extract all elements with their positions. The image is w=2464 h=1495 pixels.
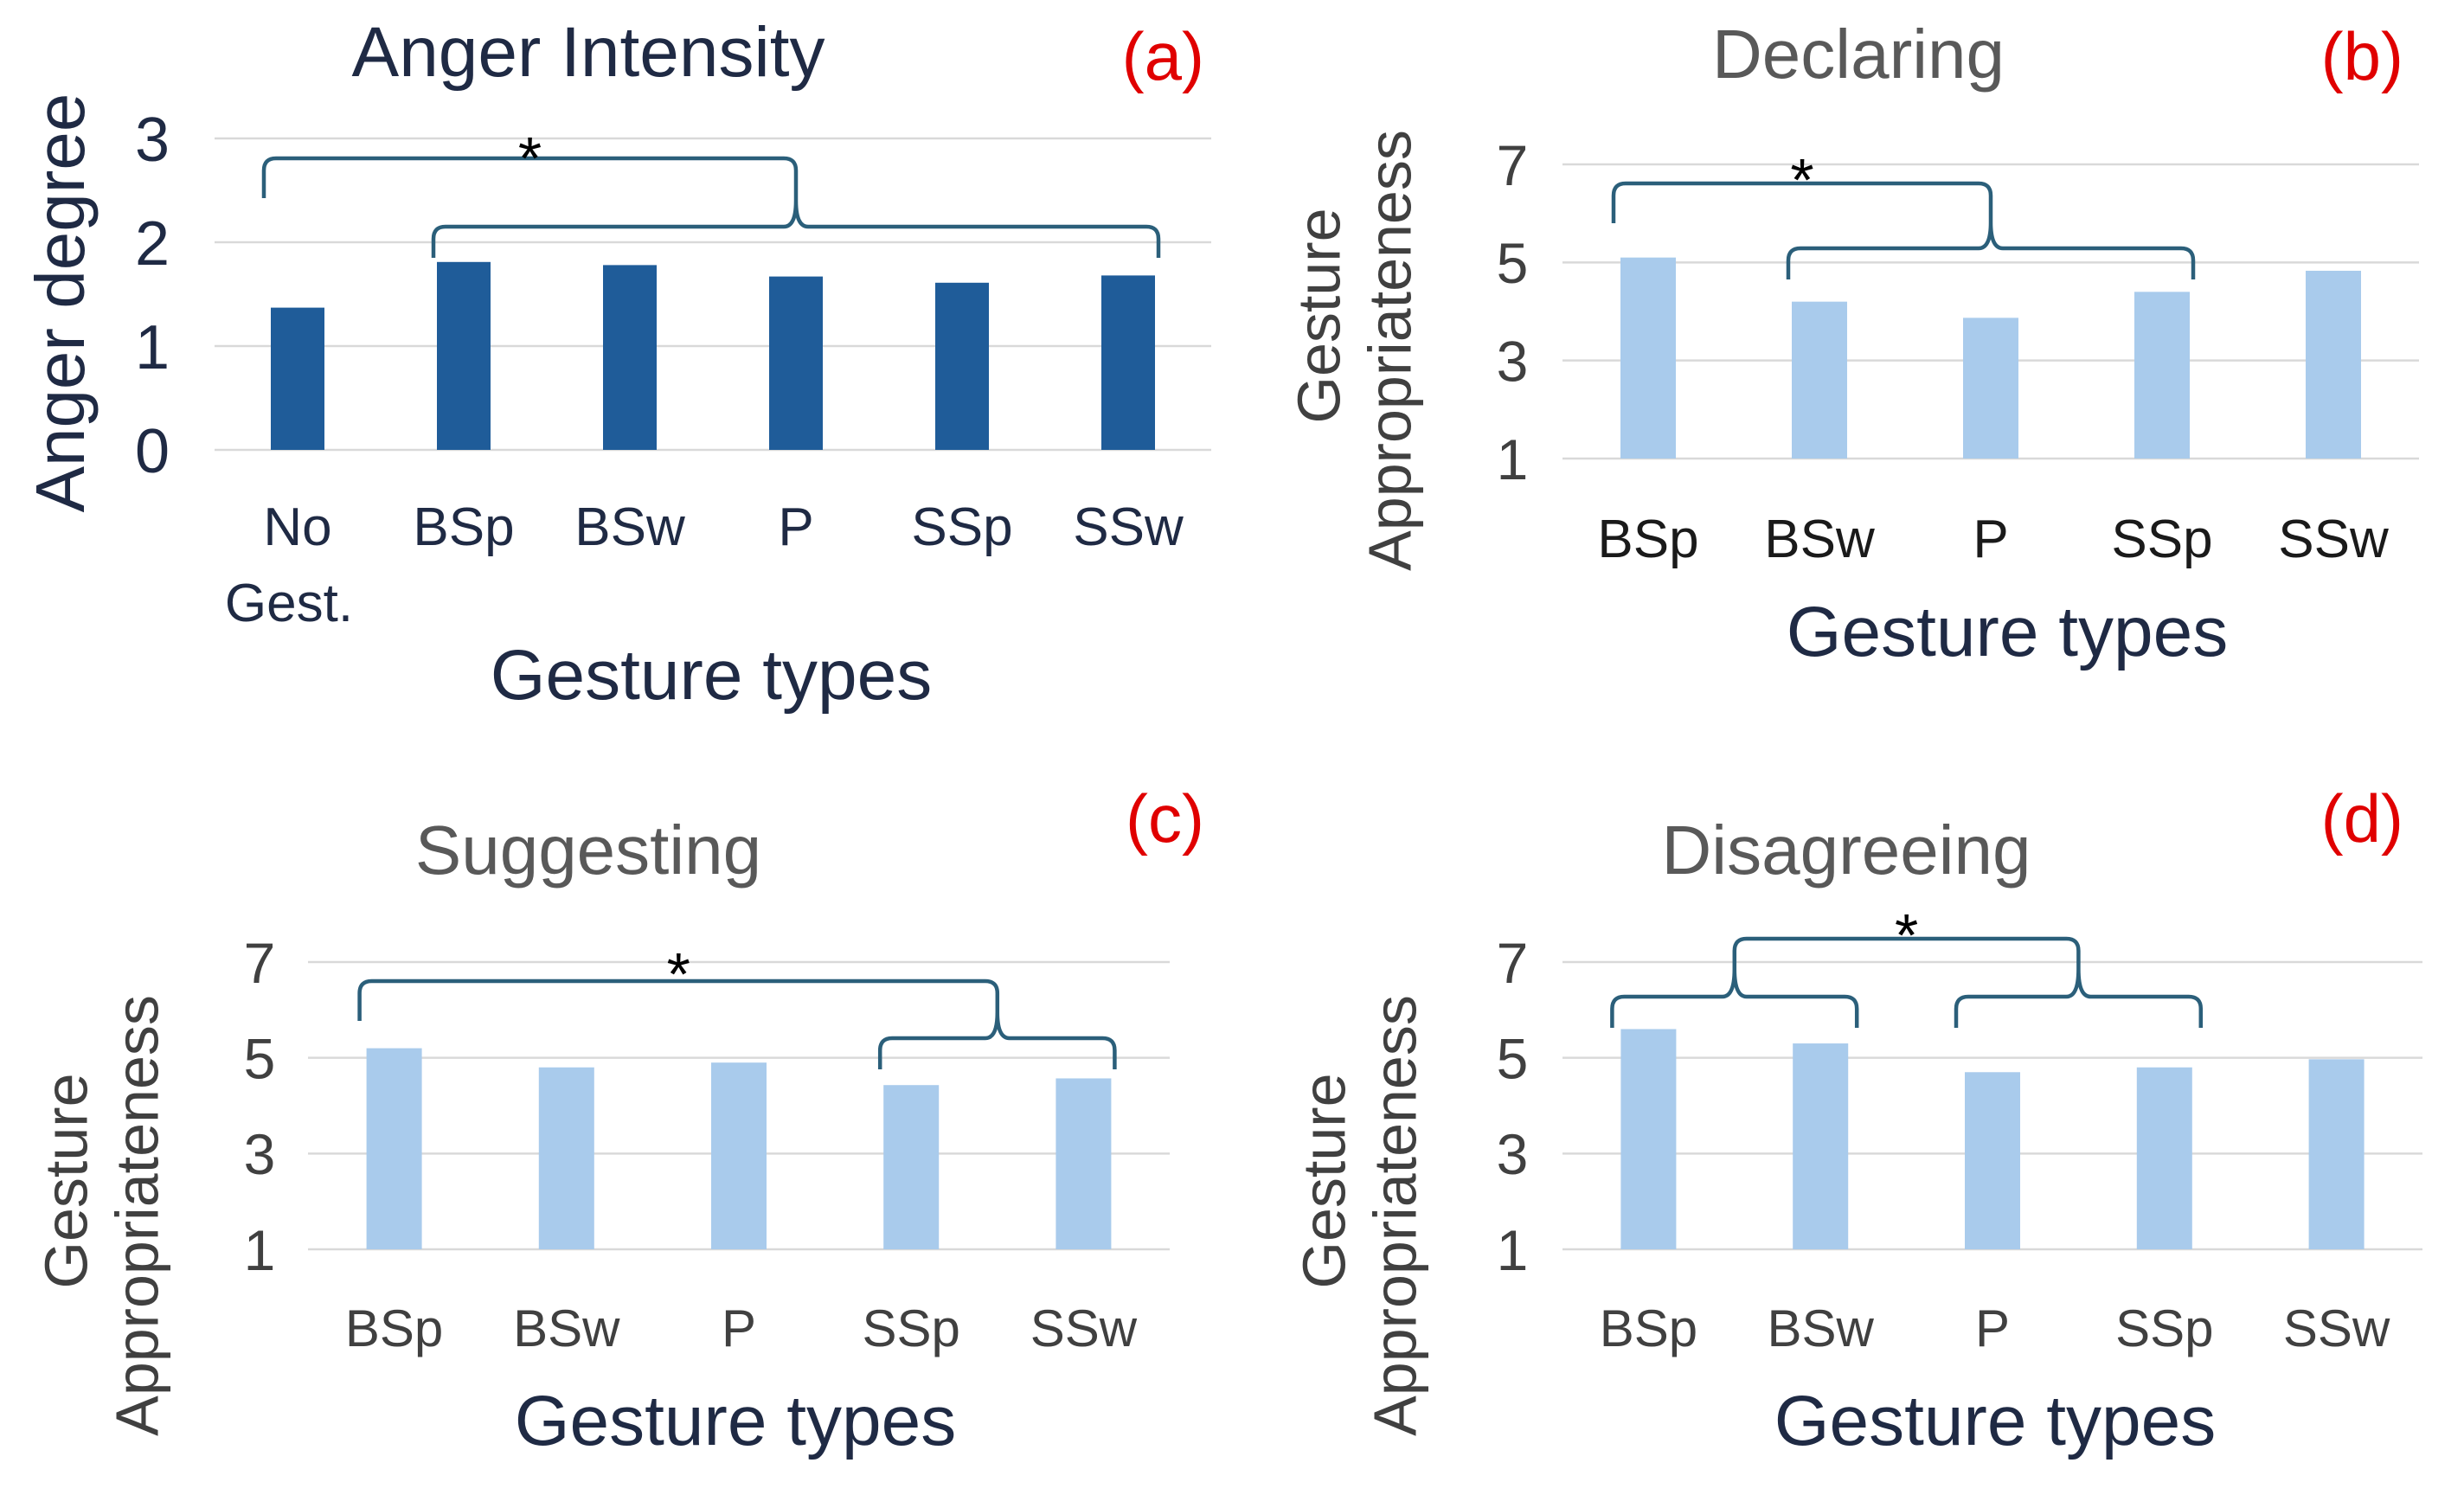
- y-tick-label: 3: [244, 1122, 276, 1186]
- x-axis-label: Gesture types: [1774, 1382, 2216, 1460]
- bar-p: [711, 1062, 767, 1249]
- bar-ssp: [883, 1085, 940, 1249]
- bar-p: [769, 276, 823, 450]
- bar-bsw: [538, 1067, 594, 1249]
- significance-bracket-inner: [1954, 968, 2204, 1028]
- bar-bsw: [603, 265, 657, 450]
- y-axis-label-line1: Gesture: [32, 1074, 99, 1289]
- y-tick-label: 7: [244, 931, 276, 995]
- significance-bracket-inner: [877, 1011, 1117, 1069]
- chart-title: Anger Intensity: [352, 13, 825, 92]
- x-tick-label: P: [1975, 1299, 2010, 1357]
- significance-bracket-outer: [261, 156, 799, 201]
- bar-bsp: [366, 1048, 422, 1249]
- x-tick-label: SSw: [2283, 1299, 2390, 1357]
- y-axis-label-line1: Gesture: [1290, 1074, 1357, 1289]
- x-tick-label: P: [1973, 510, 2008, 569]
- panel-label: (c): [1126, 780, 1204, 857]
- bar-bsw: [1793, 1043, 1849, 1249]
- x-tick-label: BSw: [1768, 1299, 1875, 1357]
- bar-p: [1963, 318, 2018, 459]
- chart-title: Suggesting: [415, 812, 761, 889]
- significance-star: *: [667, 940, 690, 1008]
- bar-ssw: [1101, 275, 1155, 450]
- bar-ssw: [2306, 270, 2361, 459]
- y-axis-label: Anger degree: [22, 93, 99, 513]
- x-tick-label: BSw: [513, 1299, 620, 1357]
- x-tick-label: BSp: [1600, 1299, 1697, 1357]
- chart-panel-a: 0 1 2 3 No Gest. BSp BSw P SSp SSw Anger Intensity (…: [22, 13, 1211, 715]
- y-tick-label: 5: [1497, 1026, 1529, 1090]
- x-tick-label: SSw: [1030, 1299, 1138, 1357]
- chart-title: Disagreeing: [1662, 812, 2031, 889]
- x-tick-label: P: [778, 497, 813, 557]
- bar-bsp: [437, 261, 491, 450]
- chart-panel-c: 1 3 5 7 BSp BSw P SSp SSw Suggesting (c) Gesture ty…: [32, 780, 1204, 1460]
- x-tick-label: SSp: [2115, 1299, 2213, 1357]
- y-tick-label: 7: [1497, 931, 1529, 995]
- y-axis-label-line2: Appropriateness: [1356, 130, 1423, 571]
- significance-bracket-outer: [1732, 936, 2081, 969]
- y-axis-label-line1: Gesture: [1285, 209, 1352, 424]
- bar-ssp: [2136, 1067, 2192, 1249]
- chart-panel-d: 1 3 5 7 BSp BSw P SSp SSw Disagreeing (d) Gesture t…: [1290, 780, 2422, 1460]
- y-tick-label: 3: [1497, 329, 1529, 393]
- y-tick-label: 5: [1497, 231, 1529, 295]
- y-axis-label-line2: Appropriateness: [103, 995, 170, 1436]
- x-tick-label: SSw: [2278, 510, 2389, 569]
- significance-star: *: [1895, 901, 1918, 969]
- y-tick-label: 7: [1497, 133, 1529, 197]
- significance-bracket-inner: [431, 200, 1161, 258]
- y-tick-label: 0: [135, 417, 170, 486]
- chart-panel-b: 1 3 5 7 BSp BSw P SSp SSw Declaring (b) Gesture typ…: [1285, 16, 2419, 671]
- x-tick-label: SSp: [862, 1299, 959, 1357]
- y-tick-label: 1: [135, 313, 170, 382]
- panel-label: (d): [2321, 780, 2403, 857]
- bar-p: [1965, 1072, 2020, 1249]
- x-tick-label: BSw: [1764, 510, 1875, 569]
- panel-label: (a): [1122, 18, 1204, 94]
- x-tick-label: BSp: [345, 1299, 443, 1357]
- y-tick-label: 1: [1497, 427, 1529, 491]
- x-axis-label: Gesture types: [1787, 593, 2228, 671]
- panel-label: (b): [2321, 18, 2403, 94]
- significance-star: *: [518, 125, 542, 192]
- chart-title: Declaring: [1712, 16, 2005, 93]
- y-tick-label: 5: [244, 1026, 276, 1090]
- y-tick-label: 3: [135, 106, 170, 175]
- significance-star: *: [1790, 146, 1813, 214]
- bar-ssp: [2134, 292, 2190, 459]
- bar-bsp: [1620, 1029, 1677, 1249]
- x-tick-label: P: [722, 1299, 756, 1357]
- significance-bracket-inner: [1610, 968, 1859, 1028]
- bar-ssw: [1056, 1078, 1112, 1249]
- x-axis-label: Gesture types: [515, 1382, 956, 1460]
- x-tick-label: No Gest.: [225, 497, 353, 633]
- x-tick-label: BSw: [574, 497, 685, 557]
- y-axis-label-line2: Appropriateness: [1361, 995, 1428, 1436]
- significance-bracket-outer: [1611, 181, 1993, 223]
- x-tick-label: SSp: [2111, 510, 2212, 569]
- significance-bracket-inner: [1786, 221, 2196, 279]
- y-tick-label: 2: [135, 209, 170, 279]
- significance-bracket-outer: [357, 978, 1000, 1021]
- x-tick-label: BSp: [413, 497, 514, 557]
- y-tick-label: 3: [1497, 1122, 1529, 1186]
- bar-no-gest-: [271, 307, 324, 450]
- x-axis-label: Gesture types: [491, 636, 932, 715]
- y-tick-label: 1: [1497, 1218, 1529, 1282]
- x-tick-label: SSw: [1073, 497, 1184, 557]
- bar-bsw: [1792, 301, 1847, 459]
- x-tick-label: SSp: [911, 497, 1012, 557]
- bar-ssp: [935, 282, 989, 450]
- y-tick-label: 1: [244, 1218, 276, 1282]
- bar-bsp: [1620, 257, 1676, 459]
- bar-ssw: [2308, 1059, 2365, 1249]
- x-tick-label: BSp: [1597, 510, 1698, 569]
